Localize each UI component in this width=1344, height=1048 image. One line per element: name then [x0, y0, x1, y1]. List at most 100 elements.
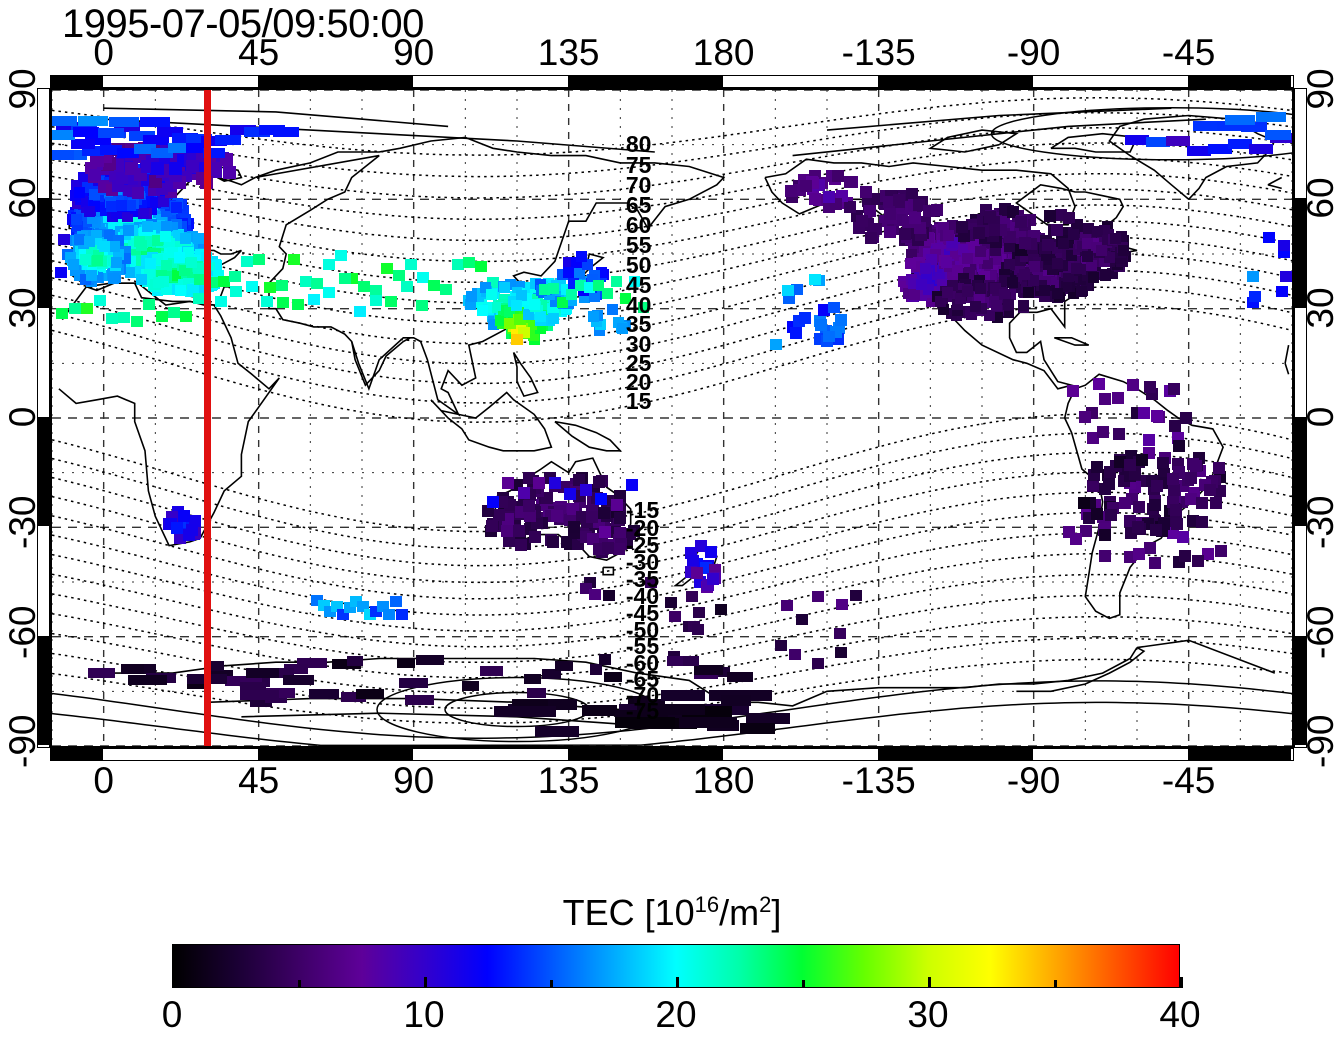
tec-data-cell [164, 214, 176, 226]
tec-data-cell [87, 667, 115, 678]
tec-data-cell [492, 508, 505, 521]
tec-data-cell [180, 256, 192, 268]
magnetic-latitude-contour [52, 432, 1292, 550]
tec-world-map[interactable]: 80 75 70 65 60 55 50 45 40 35 30 25 20 15 -15 -20 -25 -30… [50, 88, 1294, 748]
colorbar-title-close: ] [771, 892, 782, 933]
tec-data-cell [774, 640, 787, 652]
tec-data-cell [905, 187, 918, 200]
tec-data-cell [52, 116, 78, 127]
tec-data-cell [593, 324, 605, 336]
tec-data-cell [187, 239, 199, 251]
magnetic-latitude-label: 70 [625, 171, 652, 198]
tec-data-cell [1095, 245, 1107, 257]
tec-data-cell [528, 329, 540, 341]
tec-data-cell [161, 220, 173, 232]
tec-data-cell [1041, 239, 1054, 252]
tec-data-cell [466, 291, 478, 303]
tec-data-cell [317, 600, 330, 612]
tec-data-cell [282, 675, 314, 686]
y-axis-tick-label: -90 [2, 714, 43, 768]
tec-data-cell [261, 296, 274, 308]
tec-data-cell [122, 224, 134, 236]
tec-data-cell [1101, 234, 1113, 246]
tec-data-cell [1173, 440, 1186, 453]
tec-data-cell [86, 269, 98, 281]
tec-data-cell [1072, 223, 1084, 235]
coastline [512, 351, 539, 398]
tec-data-cell [85, 134, 112, 145]
axis-tick-segment [567, 749, 723, 760]
tec-data-cell [1087, 431, 1100, 444]
tec-data-cell [523, 308, 535, 320]
tec-data-cell [78, 116, 109, 127]
tec-data-cell [151, 161, 165, 175]
tec-data-cell [815, 319, 828, 332]
tec-data-cell [589, 291, 601, 303]
tec-data-cell [171, 133, 198, 144]
tec-data-cell [396, 609, 409, 620]
tec-data-cell [523, 510, 536, 523]
tec-data-cell [83, 236, 95, 248]
tec-data-cell [198, 237, 210, 249]
tec-data-cell [834, 314, 847, 327]
tec-data-cell [740, 722, 776, 734]
tec-data-cell [1123, 551, 1136, 564]
tec-data-cell [1093, 377, 1106, 390]
x-axis-tick-label: 180 [692, 760, 755, 801]
tec-data-cell [118, 311, 131, 323]
tec-data-cell [1192, 121, 1219, 132]
tec-data-cell [122, 211, 134, 223]
tec-data-cell [952, 305, 964, 317]
tec-data-cell [1052, 288, 1064, 300]
tec-data-cell [1099, 392, 1112, 405]
tec-data-cell [707, 572, 720, 585]
tec-data-cell [990, 261, 1002, 273]
tec-data-cell [973, 292, 985, 304]
tec-data-cell [91, 154, 105, 168]
tec-data-cell [495, 315, 507, 327]
tec-data-cell [523, 472, 536, 485]
tec-data-cell [52, 150, 75, 161]
tec-data-cell [954, 293, 966, 305]
tec-data-cell [297, 658, 327, 669]
tec-data-cell [287, 254, 300, 266]
tec-data-cell [70, 265, 82, 277]
magnetic-latitude-label: 65 [625, 192, 652, 219]
tec-data-cell [268, 667, 295, 678]
tec-data-cell [1040, 250, 1052, 262]
tec-data-cell [143, 298, 156, 310]
axis-tick-segment [877, 76, 1033, 87]
tec-data-cell [322, 258, 335, 270]
tec-data-cell [908, 278, 920, 290]
tec-data-cell [790, 284, 803, 296]
tec-data-cell [514, 314, 527, 326]
tec-data-cell [292, 299, 305, 311]
tec-data-cell [1144, 542, 1157, 555]
colorbar-ticks [172, 944, 1183, 988]
tec-data-cell [99, 241, 111, 253]
page-title: 1995-07-05/09:50:00 [62, 2, 424, 46]
tec-data-cell [598, 526, 611, 539]
tec-data-cell [81, 196, 92, 208]
tec-data-cell [590, 663, 603, 675]
tec-data-cell [1114, 456, 1127, 469]
y-axis-tick-label: -30 [1300, 495, 1341, 550]
tec-data-cell [601, 287, 613, 299]
tec-data-cell [1028, 274, 1040, 286]
tec-data-cell [338, 273, 351, 285]
tec-data-cell [665, 597, 678, 609]
tec-data-cell [920, 262, 932, 274]
tec-data-cell [593, 542, 606, 555]
y-axis-tick-label: 60 [2, 177, 43, 219]
tec-data-cell [598, 506, 611, 519]
map-canvas: 80 75 70 65 60 55 50 45 40 35 30 25 20 15 -15 -20 -25 -30… [52, 90, 1292, 746]
tec-data-cell [462, 681, 480, 691]
magnetic-latitude-contour [52, 303, 1292, 423]
tec-data-cell [1117, 244, 1129, 256]
tec-data-cell [587, 273, 599, 285]
tec-data-cell [661, 690, 705, 702]
tec-data-cell [511, 334, 523, 346]
tec-data-cell [143, 268, 155, 280]
coastline [1284, 344, 1290, 364]
tec-data-cell [346, 273, 359, 284]
